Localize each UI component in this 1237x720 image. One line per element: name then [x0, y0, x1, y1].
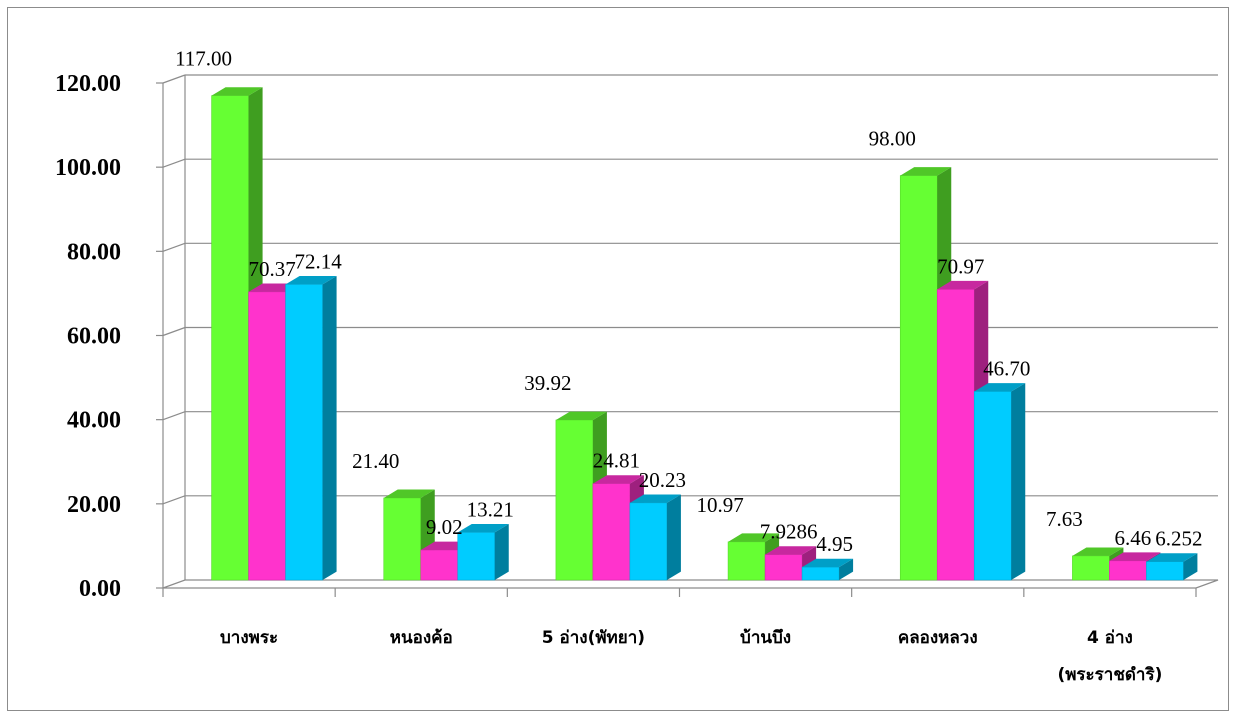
data-label: 20.23 [639, 468, 686, 492]
gridlines [162, 74, 1218, 505]
bar-front [383, 497, 422, 581]
x-tick-label: 5 อ่าง(พัทยา) [542, 628, 645, 648]
bar-front [764, 554, 803, 581]
bar-side [1011, 383, 1026, 580]
y-tick-label: 40.00 [67, 408, 121, 434]
bar-side [839, 558, 854, 580]
bar-front [801, 566, 840, 581]
data-label: 70.97 [937, 254, 984, 278]
data-label: 98.00 [869, 127, 916, 151]
bar-top [555, 411, 607, 421]
x-tick-label: คลองหลวง [898, 628, 978, 648]
gridline-side [162, 411, 186, 421]
data-label: 21.40 [352, 449, 399, 473]
bar-front [899, 175, 938, 581]
bar-top [592, 475, 644, 484]
data-label: 39.92 [524, 371, 571, 395]
bar-front [555, 419, 594, 581]
data-label: 72.14 [294, 249, 342, 273]
y-tick-label: 100.00 [55, 155, 121, 181]
bar-front [629, 502, 668, 581]
data-label: 13.21 [467, 497, 514, 521]
bar-front [211, 95, 249, 581]
bar-front [936, 289, 975, 581]
bar-front [420, 549, 459, 581]
bar-top [937, 280, 989, 290]
bar-front [457, 532, 496, 581]
bars [211, 87, 1198, 581]
data-label: 10.97 [696, 493, 743, 517]
bar-top [900, 167, 952, 176]
y-tick-label: 20.00 [67, 492, 121, 518]
bar-side [666, 494, 681, 580]
bar-front [1109, 560, 1147, 581]
bar-top [285, 276, 337, 285]
y-tick-label: 120.00 [55, 71, 121, 97]
bar-front [727, 541, 766, 581]
bar-front [1146, 561, 1184, 581]
gridline-side [162, 74, 186, 84]
x-tick-label: บ้านบึง [740, 628, 791, 648]
x-axis: บางพระ หนองค้อ 5 อ่าง(พัทยา) บ้านบึง คลองหลว… [162, 588, 1197, 685]
y-tick-label: 80.00 [67, 239, 121, 265]
x-tick-label: บางพระ [220, 628, 278, 648]
data-label: 6.252 [1155, 527, 1202, 551]
x-tick-label: 4 อ่าง [1087, 628, 1133, 648]
y-tick-label: 0.00 [79, 576, 121, 602]
chart-frame [7, 7, 1229, 711]
data-label: 46.70 [983, 356, 1030, 380]
data-label: 7.9286 [760, 520, 818, 544]
bar-top [383, 489, 435, 498]
bar-top [1072, 547, 1124, 556]
bar-top [211, 87, 263, 96]
bar-side [322, 276, 337, 580]
y-axis: 0.00 20.00 40.00 60.00 80.00 100.00 120.00 [55, 71, 163, 602]
gridline-side [162, 158, 186, 168]
y-tick-label: 60.00 [67, 324, 121, 350]
data-label: 6.46 [1115, 526, 1152, 550]
data-label: 70.37 [248, 257, 295, 281]
bar-top [765, 546, 817, 555]
data-label: 24.81 [593, 449, 640, 473]
bar-top [629, 494, 681, 503]
bar-front [973, 391, 1012, 581]
data-label: 4.95 [816, 532, 853, 556]
data-label: 117.00 [175, 47, 232, 71]
bar-top [1146, 553, 1198, 562]
bar-front [1072, 555, 1110, 581]
data-label: 9.02 [426, 515, 463, 539]
bar-top [974, 383, 1026, 392]
bar-front [592, 483, 631, 581]
bar-top [802, 558, 854, 568]
chart-floor [162, 579, 1219, 589]
data-label: 7.63 [1046, 507, 1083, 531]
bar-front [248, 291, 286, 581]
bar-side [494, 524, 509, 580]
bar-side [1183, 553, 1198, 580]
gridline-side [162, 495, 186, 505]
bar-front [285, 284, 323, 581]
gridline-side [162, 326, 186, 337]
bar-top [1109, 552, 1161, 561]
bar-top [728, 533, 780, 542]
x-tick-label: (พระราชดำริ) [1057, 665, 1162, 685]
bar-top [457, 524, 509, 533]
gridline-side [162, 242, 186, 252]
x-tick-label: หนองค้อ [390, 628, 453, 648]
